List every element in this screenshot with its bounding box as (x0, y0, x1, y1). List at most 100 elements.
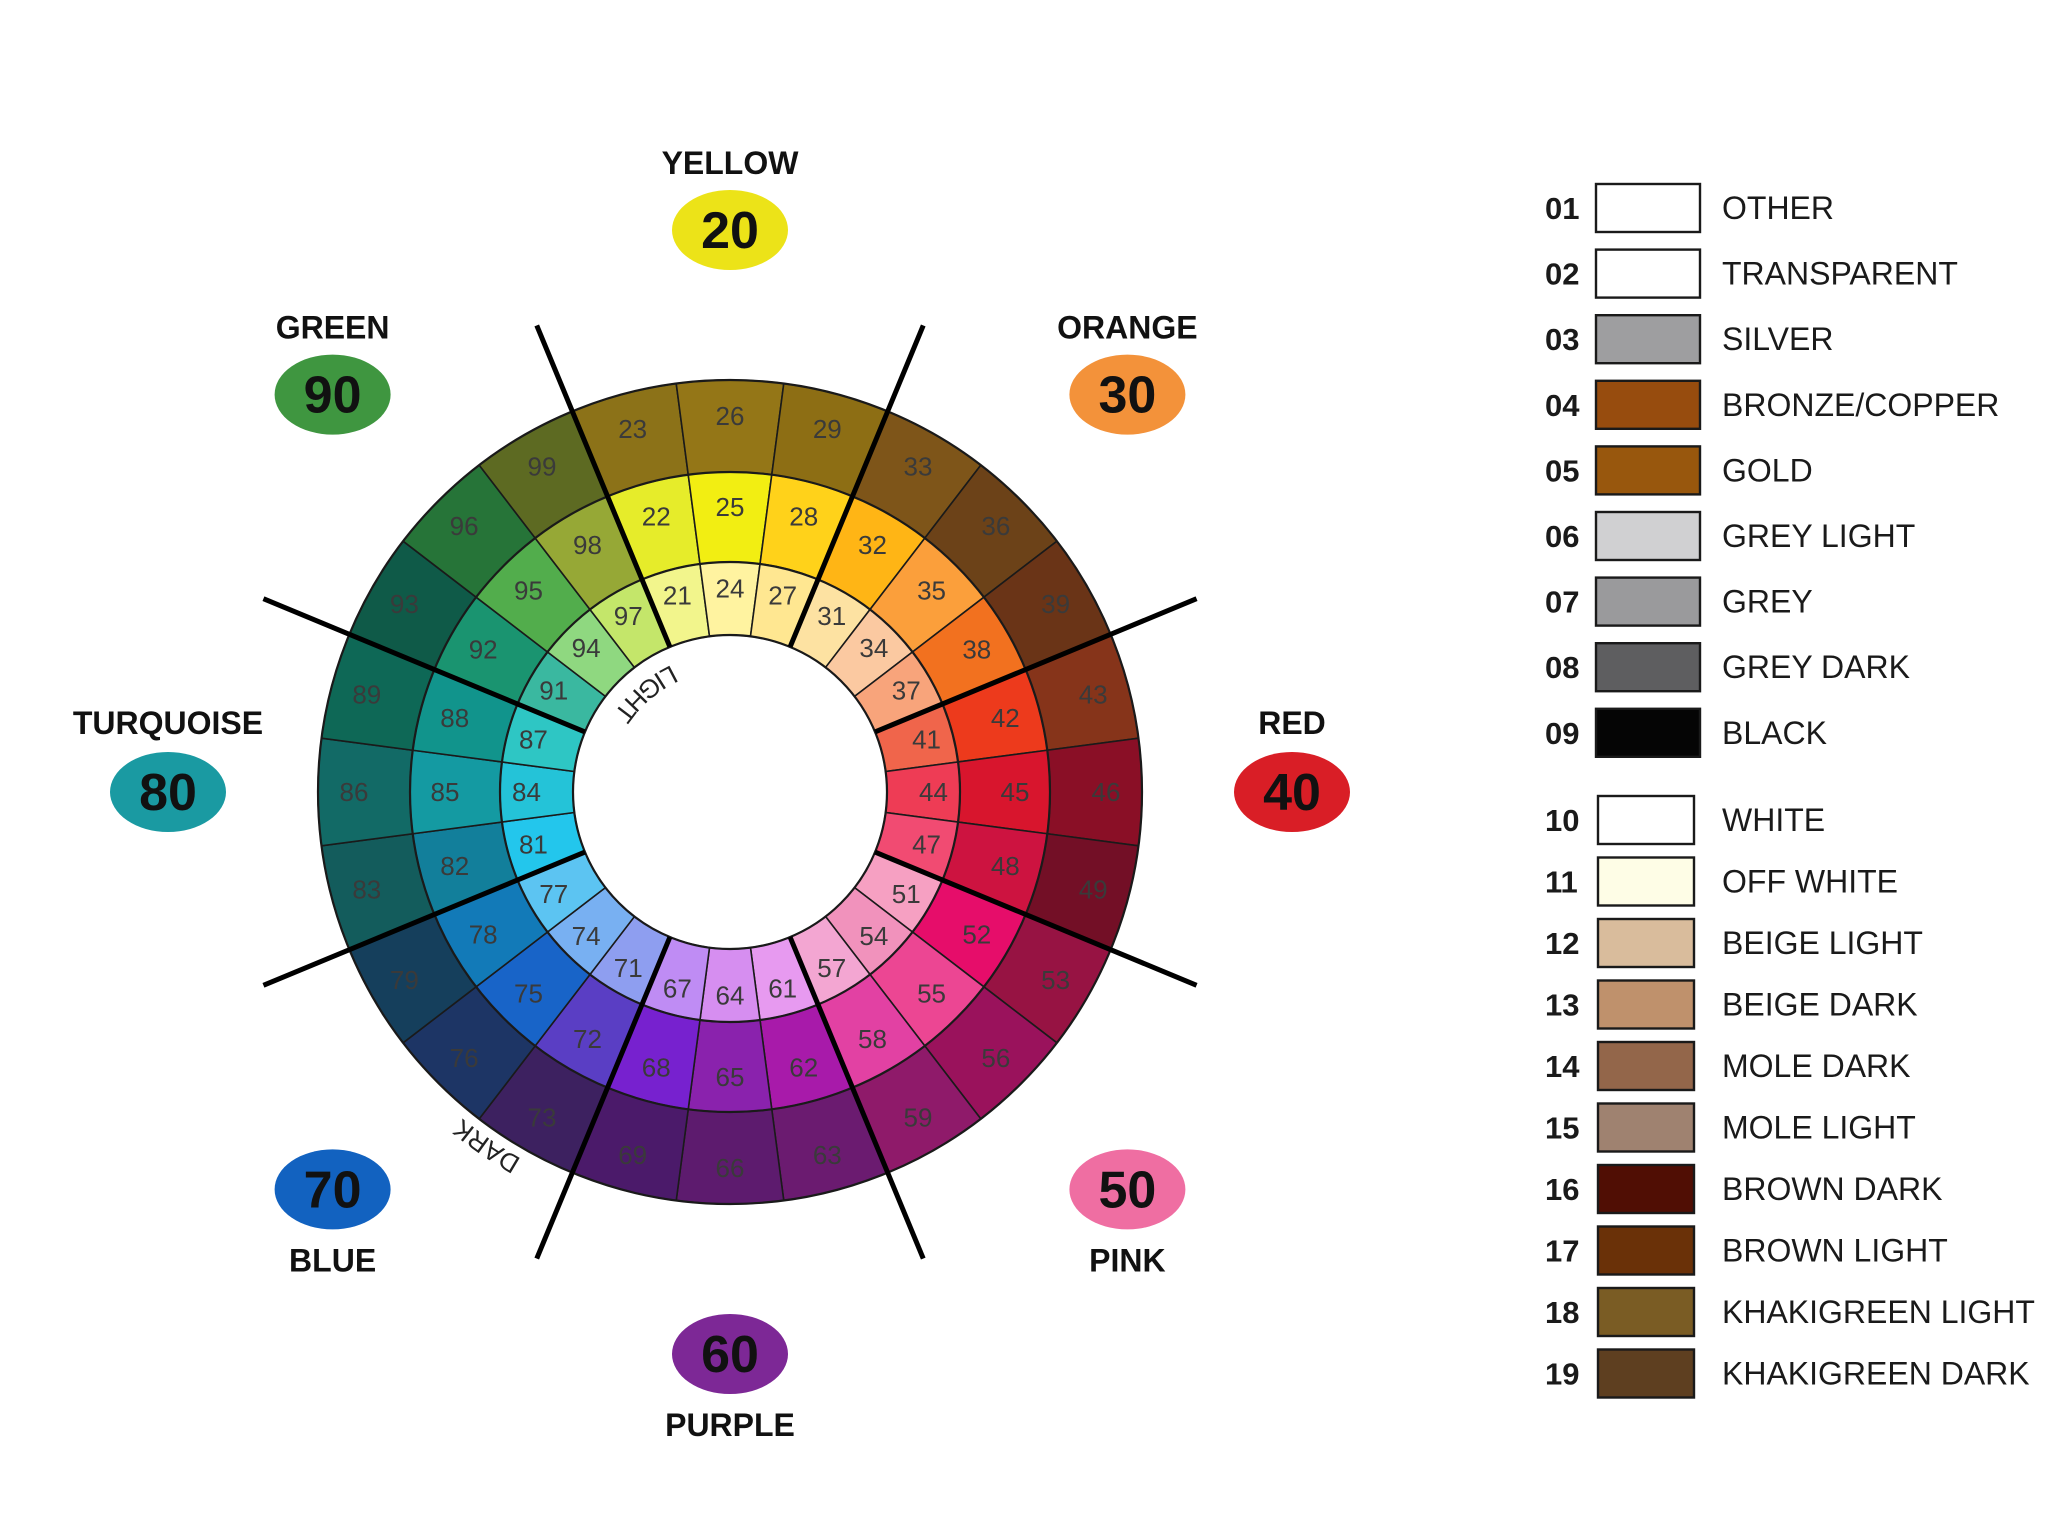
wheel-cell-number: 33 (904, 451, 933, 481)
wheel-cell-number: 88 (440, 703, 469, 733)
legend-swatch (1594, 445, 1702, 496)
legend-name: BEIGE DARK (1722, 987, 1918, 1023)
legend-code: 06 (1545, 519, 1579, 554)
group-badge (1069, 1149, 1186, 1230)
legend-name: BEIGE LIGHT (1722, 925, 1923, 961)
group-badge (274, 1149, 391, 1230)
legend-swatch (1594, 707, 1702, 758)
wheel-cell-number: 67 (663, 974, 692, 1004)
legend-code: 18 (1545, 1295, 1579, 1330)
wheel-cell-number: 86 (340, 777, 369, 807)
wheel-cell-number: 38 (962, 635, 991, 665)
legend-swatch (1596, 1102, 1696, 1153)
wheel-cell-number: 89 (352, 680, 381, 710)
legend-code: 10 (1545, 803, 1579, 838)
wheel-cell-number: 85 (431, 777, 460, 807)
wheel-cell-number: 24 (716, 574, 745, 604)
wheel-cell-number: 98 (573, 530, 602, 560)
group-badge (672, 1314, 788, 1394)
group-labels: 20 YELLOW 30 ORANGE 40 RED 50 PINK 60 PURPLE 70 BLU… (73, 145, 1350, 1443)
group-divider (787, 936, 926, 1260)
legend-swatch (1594, 182, 1702, 234)
group-badge (110, 752, 226, 832)
legend-swatch (1594, 248, 1702, 299)
wheel-cell-number: 28 (789, 502, 818, 532)
wheel-cell-number: 95 (514, 575, 543, 605)
wheel-cell-number: 94 (572, 633, 601, 663)
wheel-cell-number: 45 (1001, 777, 1030, 807)
wheel-cell-number: 35 (917, 575, 946, 605)
legend-code: 12 (1545, 926, 1579, 961)
legend-name: MOLE LIGHT (1722, 1110, 1916, 1146)
wheel-cell-number: 69 (618, 1140, 647, 1170)
legend-name: GREY LIGHT (1722, 518, 1915, 554)
legend-name: OFF WHITE (1722, 864, 1898, 900)
wheel-cell-number: 47 (912, 830, 941, 860)
wheel-cell-number: 42 (991, 703, 1020, 733)
legend-swatch (1596, 856, 1696, 907)
wheel-cell-number: 66 (716, 1153, 745, 1183)
wheel-cell-number: 78 (469, 920, 498, 950)
group-name: PINK (1089, 1242, 1165, 1278)
legend-name: BLACK (1722, 715, 1827, 751)
legend-code: 02 (1545, 257, 1579, 292)
group-code: 30 (1098, 367, 1156, 425)
wheel-cell-number: 25 (716, 492, 745, 522)
wheel-cell-number: 93 (390, 589, 419, 619)
legend-name: BROWN DARK (1722, 1171, 1942, 1207)
legend-swatch (1596, 979, 1696, 1030)
legend-code: 08 (1545, 650, 1579, 685)
group-name: BLUE (289, 1242, 376, 1278)
wheel-cell-number: 27 (768, 580, 797, 610)
legend-code: 16 (1545, 1172, 1579, 1207)
wheel-cell-number: 74 (572, 921, 601, 951)
group-name: ORANGE (1057, 310, 1197, 346)
wheel-cell-number: 75 (514, 979, 543, 1009)
legend-code: 04 (1545, 388, 1580, 423)
group-badge (274, 354, 391, 435)
legend-code: 05 (1545, 453, 1579, 488)
group-code: 80 (139, 764, 197, 822)
wheel-cell-number: 31 (817, 601, 846, 631)
wheel-cell-number: 73 (528, 1103, 557, 1133)
legend-name: GOLD (1722, 452, 1813, 488)
legend-name: MOLE DARK (1722, 1048, 1910, 1084)
group-divider (874, 849, 1198, 988)
wheel-cell-number: 83 (352, 874, 381, 904)
wheel-cell-number: 37 (892, 675, 921, 705)
wheel-cell-number: 84 (512, 777, 541, 807)
wheel-cell-number: 97 (614, 601, 643, 631)
wheel-cell-number: 21 (663, 580, 692, 610)
wheel-cell-number: 43 (1079, 680, 1108, 710)
wheel-cell-number: 71 (614, 953, 643, 983)
legend-code: 14 (1545, 1049, 1580, 1084)
wheel-cell-number: 23 (618, 414, 647, 444)
group-code: 50 (1098, 1161, 1156, 1219)
wheel-cell-number: 26 (716, 401, 745, 431)
wheel-cell-number: 77 (539, 879, 568, 909)
group-name: RED (1258, 705, 1326, 741)
wheel-cell-number: 68 (642, 1052, 671, 1082)
wheel-cell-number: 62 (789, 1052, 818, 1082)
wheel-cell-number: 53 (1041, 965, 1070, 995)
ring-outline (408, 470, 1052, 1114)
legend-code: 11 (1545, 865, 1578, 900)
group-code: 60 (701, 1326, 759, 1384)
wheel-cell-number: 41 (912, 724, 941, 754)
legend-swatch (1596, 1040, 1696, 1092)
wheel-cell-number: 55 (917, 979, 946, 1009)
group-badge (672, 190, 788, 270)
wheel-cell-number: 92 (469, 635, 498, 665)
wheel-cell-number: 76 (450, 1043, 479, 1073)
wheel-cell-number: 99 (528, 451, 557, 481)
group-dividers (262, 324, 1198, 1260)
legend-name: GREY (1722, 584, 1813, 620)
wheel-cell-number: 46 (1092, 777, 1121, 807)
legend-swatch (1596, 917, 1696, 969)
legend-name: BROWN LIGHT (1722, 1233, 1948, 1269)
wheel-cell-number: 57 (817, 953, 846, 983)
legend-swatch (1594, 510, 1702, 562)
legend-name: OTHER (1722, 190, 1834, 226)
legend-swatch (1596, 794, 1696, 846)
group-divider (787, 324, 926, 648)
